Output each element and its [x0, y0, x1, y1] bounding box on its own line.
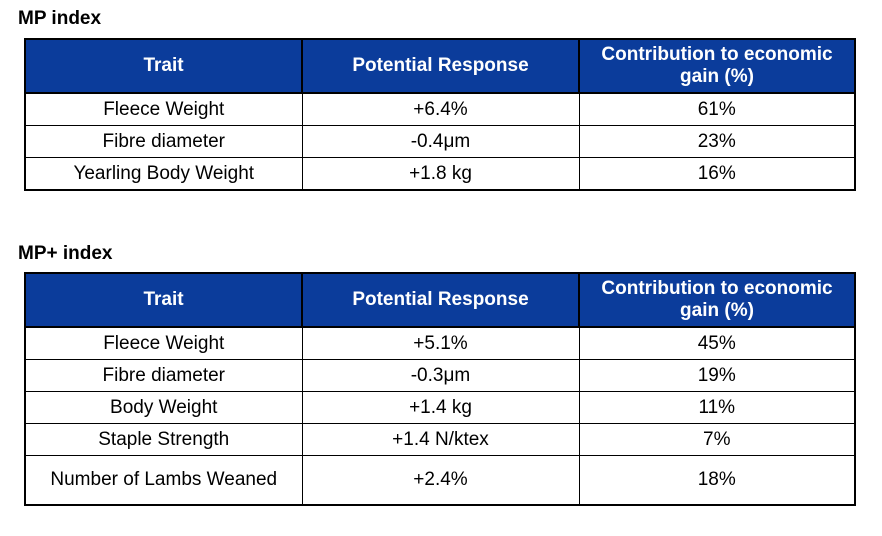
table-row: Number of Lambs Weaned +2.4% 18% [24, 455, 856, 506]
response-cell: +1.4 N/ktex [301, 423, 580, 456]
table-header-row: Trait Potential Response Contribution to… [24, 38, 856, 94]
section-title-mp-index: MP index [18, 8, 102, 29]
contribution-cell: 19% [578, 359, 856, 392]
header-trait: Trait [24, 272, 303, 328]
table-row: Fleece Weight +5.1% 45% [24, 326, 856, 360]
table-row: Fibre diameter -0.3μm 19% [24, 359, 856, 392]
section-title-mp-plus-index: MP+ index [18, 243, 113, 264]
trait-cell: Fleece Weight [24, 92, 303, 126]
contribution-cell: 45% [578, 326, 856, 360]
header-potential-response: Potential Response [301, 272, 580, 328]
response-cell: -0.3μm [301, 359, 580, 392]
table-header-row: Trait Potential Response Contribution to… [24, 272, 856, 328]
header-potential-response: Potential Response [301, 38, 580, 94]
response-cell: +2.4% [301, 455, 580, 506]
table-row: Fleece Weight +6.4% 61% [24, 92, 856, 126]
response-cell: +1.8 kg [301, 157, 580, 191]
table-row: Yearling Body Weight +1.8 kg 16% [24, 157, 856, 191]
trait-cell: Staple Strength [24, 423, 303, 456]
header-contribution: Contribution to economic gain (%) [578, 38, 856, 94]
response-cell: +1.4 kg [301, 391, 580, 424]
trait-cell: Body Weight [24, 391, 303, 424]
trait-cell: Number of Lambs Weaned [24, 455, 303, 506]
table-row: Staple Strength +1.4 N/ktex 7% [24, 423, 856, 456]
header-trait: Trait [24, 38, 303, 94]
response-cell: +6.4% [301, 92, 580, 126]
response-cell: -0.4μm [301, 125, 580, 158]
contribution-cell: 11% [578, 391, 856, 424]
mp-plus-index-table: Trait Potential Response Contribution to… [24, 272, 856, 506]
contribution-cell: 23% [578, 125, 856, 158]
mp-index-table: Trait Potential Response Contribution to… [24, 38, 856, 191]
trait-cell: Fleece Weight [24, 326, 303, 360]
contribution-cell: 16% [578, 157, 856, 191]
contribution-cell: 7% [578, 423, 856, 456]
response-cell: +5.1% [301, 326, 580, 360]
trait-cell: Fibre diameter [24, 125, 303, 158]
trait-cell: Fibre diameter [24, 359, 303, 392]
contribution-cell: 61% [578, 92, 856, 126]
table-row: Fibre diameter -0.4μm 23% [24, 125, 856, 158]
contribution-cell: 18% [578, 455, 856, 506]
header-contribution: Contribution to economic gain (%) [578, 272, 856, 328]
table-row: Body Weight +1.4 kg 11% [24, 391, 856, 424]
trait-cell: Yearling Body Weight [24, 157, 303, 191]
